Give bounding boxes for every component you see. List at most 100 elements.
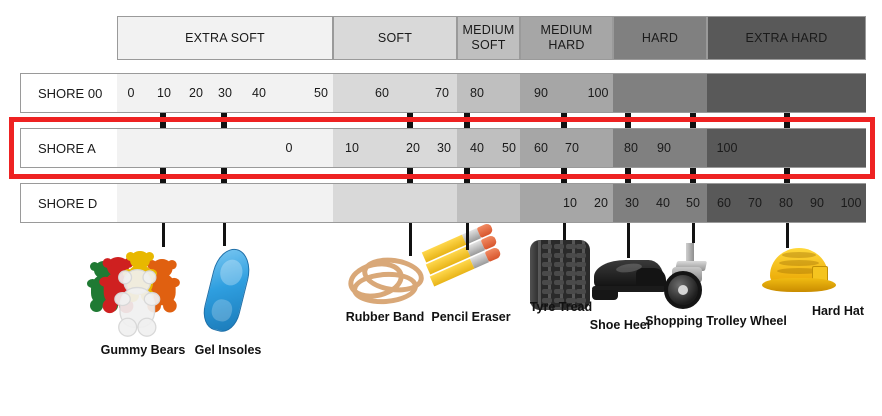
tick-value: 70 [748,196,762,210]
tick-mark [464,168,470,183]
category-medium-soft: MEDIUM SOFT [457,16,520,60]
item-caption-gel-insoles: Gel Insoles [194,343,262,357]
tick-value: 90 [534,86,548,100]
item-image-rubber-band [344,253,427,307]
band-fill-medium-hard [520,74,613,112]
band-fill-soft [333,129,457,167]
tick-value: 80 [779,196,793,210]
tick-mark [221,168,227,183]
band-fill-extra-hard [707,129,866,167]
category-soft: SOFT [333,16,457,60]
tick-value: 90 [657,141,671,155]
tick-mark [160,113,166,128]
item-caption-shopping-trolley-wheel: Shopping Trolley Wheel [645,314,787,328]
tick-value: 80 [624,141,638,155]
scale-row-shore-a: SHORE A 0 10 20 30 40 50 60 70 80 90 100 [20,128,866,168]
leader-line-shopping-trolley-wheel [692,223,695,243]
shoe-heel-shape [590,258,666,302]
tick-value: 40 [656,196,670,210]
leader-line-gummy-bears [162,223,165,247]
item-caption-hard-hat: Hard Hat [811,304,865,318]
hard-hat-shape [762,248,836,298]
tick-value: 60 [375,86,389,100]
tick-value: 80 [470,86,484,100]
band-fill-hard [613,129,707,167]
row-label-shore-00: SHORE 00 [38,85,103,101]
band-fill-medium-hard [520,129,613,167]
tick-value: 70 [565,141,579,155]
band-fill-extra-soft [117,184,333,222]
tick-mark [625,168,631,183]
tick-value: 40 [252,86,266,100]
band-fill-extra-soft [117,129,333,167]
item-caption-tyre-tread: Tyre Tread [529,300,593,314]
category-label: SOFT [377,30,413,45]
scale-row-shore-00: SHORE 00 0 10 20 30 40 50 60 70 80 90 100 [20,73,866,113]
tick-mark [160,168,166,183]
tick-value: 20 [189,86,203,100]
tick-value: 0 [285,141,293,155]
tick-value: 50 [686,196,700,210]
category-label: MEDIUM SOFT [462,23,515,52]
leader-line-gel-insoles [223,223,226,246]
band-fill-medium-hard [520,184,613,222]
gel-insole-shape [199,244,255,336]
band-fill-extra-hard [707,184,866,222]
band-fill-hard [613,74,707,112]
tick-value: 30 [625,196,639,210]
tick-value: 20 [406,141,420,155]
scale-row-shore-d: SHORE D 10 20 30 40 50 60 70 80 90 100 [20,183,866,223]
tick-value: 10 [563,196,577,210]
category-hard: HARD [613,16,707,60]
item-image-tyre-tread [530,240,592,312]
tick-value: 50 [502,141,516,155]
tick-mark [407,113,413,128]
tick-mark [464,113,470,128]
item-image-shoe-heel [590,258,670,306]
category-label: MEDIUM HARD [540,23,593,52]
tick-value: 100 [716,141,738,155]
band-fill-extra-soft [117,74,333,112]
gummy-bear-shape [114,269,161,338]
tick-value: 60 [534,141,548,155]
tick-value: 10 [345,141,359,155]
tick-value: 100 [587,86,609,100]
tick-value: 100 [840,196,862,210]
band-fill-soft [333,184,457,222]
tick-value: 60 [717,196,731,210]
tick-mark [221,113,227,128]
tick-mark [561,113,567,128]
tick-mark [690,168,696,183]
leader-line-rubber-band [409,223,412,256]
tick-value: 50 [314,86,328,100]
category-extra-soft: EXTRA SOFT [117,16,333,60]
item-image-gummy-bears [87,247,197,337]
band-fill-medium-soft [457,74,520,112]
item-caption-gummy-bears: Gummy Bears [100,343,186,357]
category-label: EXTRA SOFT [185,30,265,45]
item-image-hard-hat [762,248,838,298]
category-label: HARD [641,30,679,45]
trolley-wheel-shape [662,243,716,309]
item-image-shopping-trolley-wheel [662,243,718,313]
tick-value: 10 [157,86,171,100]
row-label-shore-a: SHORE A [38,140,96,156]
tick-value: 70 [435,86,449,100]
leader-line-tyre-tread [563,223,566,240]
tick-mark [784,168,790,183]
leader-line-pencil-eraser [466,223,469,250]
item-caption-rubber-band: Rubber Band [345,310,425,324]
tick-value: 90 [810,196,824,210]
tick-value: 30 [218,86,232,100]
tick-value: 40 [470,141,484,155]
item-caption-pencil-eraser: Pencil Eraser [431,310,511,324]
band-fill-medium-soft [457,129,520,167]
tick-value: 30 [437,141,451,155]
tick-value: 20 [594,196,608,210]
tick-value: 0 [127,86,135,100]
item-caption-shoe-heel: Shoe Heel [589,318,651,332]
category-medium-hard: MEDIUM HARD [520,16,613,60]
category-extra-hard: EXTRA HARD [707,16,866,60]
tick-mark [625,113,631,128]
